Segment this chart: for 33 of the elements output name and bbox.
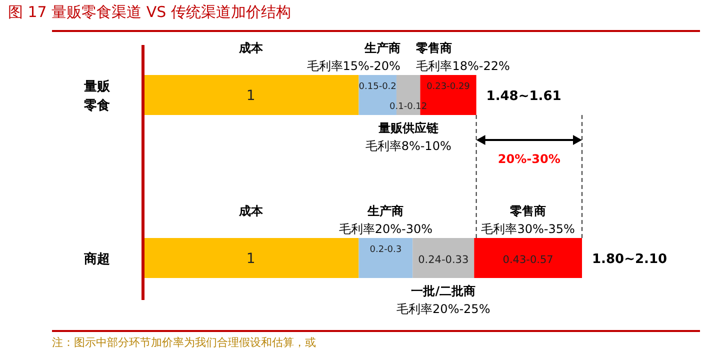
annotation: 毛利率18%-22%	[416, 59, 510, 73]
total-label: 1.80~2.10	[592, 252, 668, 267]
annotation: 毛利率20%-30%	[338, 222, 433, 236]
data-label: 1	[246, 88, 256, 104]
bar	[143, 75, 359, 115]
annotation: 毛利率15%-20%	[306, 59, 400, 73]
data-label: 0.15-0.2	[358, 82, 396, 92]
data-label: 0.24-0.33	[418, 254, 469, 266]
y-tick-label: 量贩零食	[83, 80, 111, 114]
annotation: 毛利率8%-10%	[365, 139, 452, 153]
annotation: 零售商	[415, 41, 452, 55]
text: 注：图示中部分环节加价率为我们合理假设和估算，或	[52, 336, 316, 349]
annotation: 毛利率30%-35%	[481, 222, 575, 236]
total-label: 1.48~1.61	[486, 89, 562, 104]
y-tick-label: 商超	[83, 251, 110, 267]
bar	[474, 238, 582, 278]
annotation: 一批/二批商	[411, 284, 476, 298]
annotation: 生产商	[366, 204, 404, 218]
annotation: 20%-30%	[498, 152, 560, 166]
annotation: 成本	[238, 41, 264, 55]
data-label: 0.43-0.57	[502, 254, 554, 266]
bar	[143, 238, 359, 278]
annotation: 量贩供应链	[377, 121, 440, 135]
data-label: 0.2-0.3	[370, 245, 402, 255]
annotation: 生产商	[363, 41, 400, 55]
text: 毛利率20%-25%	[396, 302, 490, 316]
annotation: 成本	[238, 204, 264, 218]
bar	[412, 238, 474, 278]
bar	[358, 238, 413, 278]
data-label: 1	[246, 251, 256, 267]
annotation: 零售商	[509, 204, 546, 218]
chart-title: 图 17 量贩零食渠道 VS 传统渠道加价结构	[8, 3, 291, 21]
data-label: 0.23-0.29	[426, 82, 470, 92]
